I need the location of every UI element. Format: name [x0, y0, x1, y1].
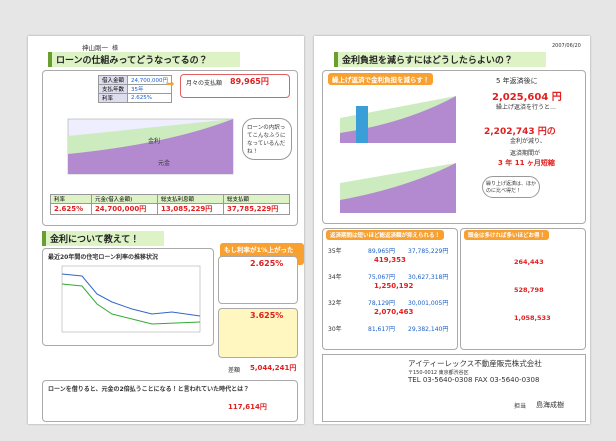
company: アイティーレックス不動産販売株式会社	[408, 358, 542, 369]
term-cell: 30,627,318円	[408, 272, 448, 281]
rate-after: 3.625%	[250, 311, 283, 320]
loan-cell: 利率	[99, 94, 128, 103]
summary-value: 13,085,229円	[157, 204, 223, 215]
term-cell: 78,129円	[368, 298, 395, 307]
term-saving: 419,353	[374, 256, 406, 264]
staff: 島海成樹	[536, 400, 564, 410]
term-cell: 81,617円	[368, 324, 395, 333]
title: 金利負担を減らすにはどうしたらよいの？	[334, 52, 546, 67]
prepay-line2: 繰上げ返済を行うと…	[496, 102, 556, 111]
title: ローンの仕組みってどうなってるの？	[48, 52, 240, 67]
section2-title: 金利について教えて！	[42, 231, 164, 246]
honorific: 様	[112, 43, 118, 52]
diff: 5,044,241円	[250, 363, 296, 373]
right-page: 2007/06/20 金利負担を減らすにはどうしたらよいの？ 繰上げ返済で金利負…	[314, 36, 590, 424]
prepay-charts	[326, 88, 466, 218]
staff-label: 担当	[514, 401, 526, 410]
history-title: 最近20年間の住宅ローン利率の推移状況	[48, 252, 158, 261]
section3-title: ローンを借りると、元金の2倍払うことになる！と言われていた時代とは？	[48, 384, 249, 393]
term-cell: 89,965円	[368, 246, 395, 255]
prepay-amount: 2,025,604 円	[492, 88, 562, 103]
monthly-label: 月々の支払額	[186, 78, 222, 87]
interest-label: 金利	[148, 136, 160, 145]
area-chart	[48, 114, 238, 184]
arrow: ➡	[166, 79, 174, 90]
prepay-title: 繰上げ返済で金利負担を減らす！	[328, 73, 433, 85]
loan-cell: 借入金額	[99, 76, 128, 85]
address: 〒150-0012 東京都渋谷区	[408, 369, 469, 376]
summary-value: 37,785,229円	[223, 204, 289, 215]
summary-header: 総支払利息額	[157, 195, 223, 204]
term-cell: 30年	[328, 324, 342, 333]
page: 神山剛一 様 ローンの仕組みってどうなってるの？ 借入金額24,700,000円…	[0, 0, 616, 441]
summary-value: 2.625%	[51, 204, 92, 215]
term-title: 返済期間は短いほど総返済額が抑えられる！	[326, 230, 444, 240]
term-cell: 75,067円	[368, 272, 395, 281]
term-cell: 37,785,229円	[408, 246, 448, 255]
term-cell: 35年	[328, 246, 342, 255]
loan-cell: 支払年数	[99, 85, 128, 94]
loan-cell: 2.625%	[128, 94, 172, 103]
summary-header: 利率	[51, 195, 92, 204]
tel: TEL 03-5640-0308 FAX 03-5640-0308	[408, 376, 539, 384]
rate-before: 2.625%	[250, 259, 283, 268]
loan-cell: 35年	[128, 85, 172, 94]
term-cell: 29,382,140円	[408, 324, 448, 333]
term-saving: 2,070,463	[374, 308, 413, 316]
summary-header: 元金(借入金額)	[91, 195, 157, 204]
down-saving: 264,443	[514, 258, 544, 266]
bubble: 繰り上げ返済は、ほかのに比べ得だ！	[482, 176, 540, 198]
term-cell: 34年	[328, 272, 342, 281]
down-saving: 1,058,533	[514, 314, 551, 322]
summary-value: 24,700,000円	[91, 204, 157, 215]
term-cell: 30,001,005円	[408, 298, 448, 307]
monthly: 89,965円	[230, 76, 269, 87]
date: 2007/06/20	[552, 43, 581, 49]
down-title: 頭金は多ければ多いほどお得！	[464, 230, 549, 240]
principal-label: 元金	[158, 158, 170, 167]
monthly3: 117,614円	[228, 402, 267, 412]
down-saving: 528,798	[514, 286, 544, 294]
shorten: 3 年 11 ヶ月短縮	[498, 158, 555, 168]
shorten-label: 返済期間が	[510, 148, 540, 157]
term-saving: 1,250,192	[374, 282, 413, 290]
history-chart	[52, 264, 202, 338]
prepay-line1: 5 年返済後に	[496, 76, 538, 86]
diff-label: 差額	[228, 365, 240, 374]
customer: 神山剛一	[82, 42, 108, 52]
loan-cell: 24,700,000円	[128, 76, 172, 85]
bubble: ローンの内訳ってこんなふうになっているんだね！	[242, 118, 292, 160]
term-cell: 32年	[328, 298, 342, 307]
summary-header: 総支払額	[223, 195, 289, 204]
saved-note: 金利が減り、	[510, 136, 546, 145]
